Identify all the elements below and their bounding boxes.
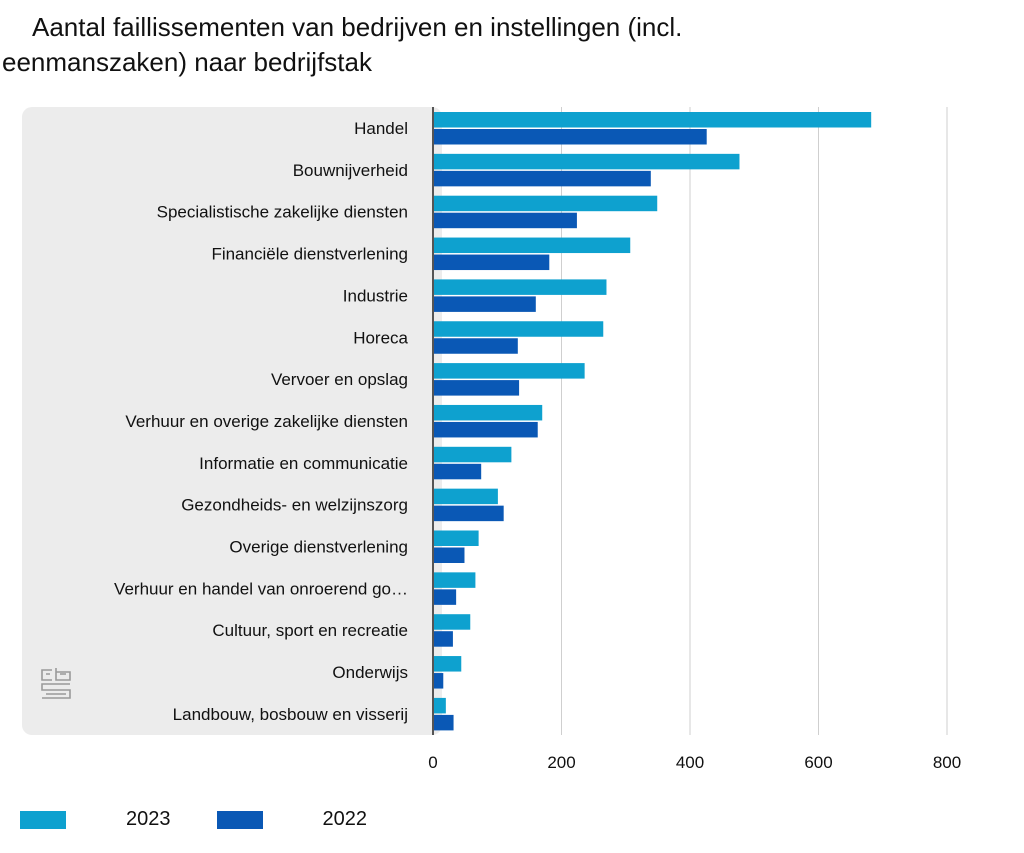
category-label: Verhuur en handel van onroerend go… bbox=[114, 579, 408, 598]
bar-2022 bbox=[433, 254, 550, 271]
bar-2022 bbox=[433, 129, 707, 145]
legend-item-2022[interactable]: 2022 bbox=[216, 808, 368, 831]
bar-2023 bbox=[433, 195, 658, 212]
bar-2023 bbox=[433, 488, 498, 505]
bar-2022 bbox=[433, 631, 453, 647]
category-label: Informatie en communicatie bbox=[199, 454, 408, 473]
legend-label-2022: 2022 bbox=[322, 808, 368, 830]
bar-2023 bbox=[433, 153, 740, 170]
bar-2023 bbox=[433, 530, 479, 546]
chart-title-line-2: eenmanszaken) naar bedrijfstak bbox=[2, 47, 372, 77]
bar-2022 bbox=[433, 380, 520, 396]
x-tick-label: 800 bbox=[933, 753, 961, 772]
bar-2022 bbox=[433, 673, 444, 689]
legend-item-2023[interactable]: 2023 bbox=[20, 808, 171, 831]
category-label: Gezondheids- en welzijnszorg bbox=[181, 496, 408, 515]
category-label: Onderwijs bbox=[332, 663, 408, 682]
bar-2023 bbox=[433, 614, 471, 630]
bar-2023 bbox=[433, 279, 607, 295]
category-label: Financiële dienstverlening bbox=[211, 245, 408, 264]
bar-2023 bbox=[433, 237, 631, 254]
category-label: Handel bbox=[354, 119, 408, 138]
bar-2023 bbox=[433, 321, 604, 337]
bar-2023 bbox=[433, 446, 512, 463]
grid-lines bbox=[561, 107, 948, 735]
bar-2023 bbox=[433, 572, 476, 588]
bar-2023 bbox=[433, 404, 543, 421]
bar-2022 bbox=[433, 338, 518, 354]
category-label: Industrie bbox=[343, 286, 408, 305]
bar-2022 bbox=[433, 296, 536, 312]
category-label: Overige dienstverlening bbox=[229, 538, 408, 557]
bars bbox=[433, 112, 872, 731]
chart-title: Aantal faillissementen van bedrijven en … bbox=[2, 10, 782, 80]
x-tick-label: 600 bbox=[804, 753, 832, 772]
x-tick-label: 400 bbox=[676, 753, 704, 772]
legend-swatch-2023 bbox=[20, 810, 66, 829]
legend: 2023 2022 bbox=[20, 808, 413, 831]
bar-2022 bbox=[433, 714, 454, 731]
cbs-logo-icon bbox=[41, 668, 71, 699]
legend-swatch-2022 bbox=[216, 810, 263, 829]
category-label: Vervoer en opslag bbox=[271, 370, 408, 389]
bar-2022 bbox=[433, 589, 457, 605]
bar-2022 bbox=[433, 505, 504, 522]
category-label: Verhuur en overige zakelijke diensten bbox=[125, 412, 408, 431]
legend-label-2023: 2023 bbox=[126, 808, 171, 830]
bar-2022 bbox=[433, 170, 651, 187]
bar-2022 bbox=[433, 463, 482, 480]
category-label: Landbouw, bosbouw en visserij bbox=[173, 705, 408, 724]
category-labels: Handel Bouwnijverheid Specialistische zake… bbox=[114, 119, 408, 724]
category-label: Horeca bbox=[353, 328, 408, 347]
bar-2023 bbox=[433, 112, 872, 128]
bar-2022 bbox=[433, 547, 465, 563]
category-label: Bouwnijverheid bbox=[293, 161, 408, 180]
bar-2022 bbox=[433, 212, 577, 229]
bar-2023 bbox=[433, 697, 446, 714]
chart-title-line-1: Aantal faillissementen van bedrijven en … bbox=[32, 12, 683, 42]
bar-2022 bbox=[433, 421, 538, 438]
category-label: Specialistische zakelijke diensten bbox=[157, 203, 408, 222]
category-panel bbox=[22, 107, 442, 735]
x-tick-label: 0 bbox=[428, 753, 437, 772]
category-label: Cultuur, sport en recreatie bbox=[212, 621, 408, 640]
x-tick-label: 200 bbox=[547, 753, 575, 772]
x-axis-ticks: 0 200 400 600 800 bbox=[428, 753, 961, 772]
bar-2023 bbox=[433, 656, 462, 672]
bar-2023 bbox=[433, 363, 585, 379]
